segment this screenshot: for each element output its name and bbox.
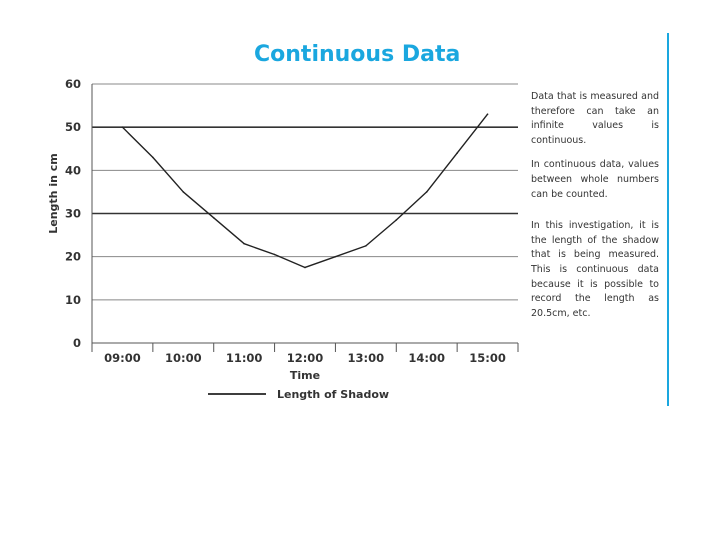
y-tick-label: 40 bbox=[65, 163, 81, 177]
data-point bbox=[334, 255, 337, 258]
data-point bbox=[425, 191, 428, 193]
x-tick-label: 10:00 bbox=[165, 351, 202, 365]
explanation-paragraph-2: In continuous data, values between whole… bbox=[531, 159, 659, 200]
y-tick-label: 10 bbox=[65, 293, 81, 307]
data-point bbox=[212, 217, 215, 219]
chart-title: Continuous Data bbox=[254, 42, 461, 67]
x-tick-label: 11:00 bbox=[226, 351, 263, 365]
y-tick-label: 60 bbox=[65, 77, 81, 91]
x-tick-label: 15:00 bbox=[469, 351, 506, 365]
y-tick-label: 50 bbox=[65, 120, 81, 134]
data-point bbox=[273, 253, 276, 256]
x-tick-label: 14:00 bbox=[408, 351, 445, 365]
data-point bbox=[182, 191, 185, 193]
x-tick-label: 09:00 bbox=[104, 351, 141, 365]
explanation-panel: Data that is measured and therefore can … bbox=[531, 90, 659, 331]
y-axis-label: Length in cm bbox=[47, 153, 60, 234]
x-tick-label: 13:00 bbox=[348, 351, 385, 365]
explanation-paragraph-1: Data that is measured and therefore can … bbox=[531, 91, 659, 146]
data-point bbox=[456, 152, 458, 154]
data-point bbox=[152, 156, 154, 159]
data-point bbox=[243, 242, 245, 245]
x-tick-label: 12:00 bbox=[287, 351, 324, 365]
y-tick-label: 0 bbox=[73, 336, 81, 350]
accent-divider bbox=[667, 33, 669, 406]
y-tick-label: 30 bbox=[65, 207, 81, 221]
explanation-paragraph-3: In this investigation, it is the length … bbox=[531, 220, 659, 319]
data-point bbox=[304, 266, 306, 269]
legend-label: Length of Shadow bbox=[277, 388, 389, 401]
data-point bbox=[121, 126, 124, 128]
series-line-0 bbox=[121, 113, 489, 269]
x-axis-label: Time bbox=[290, 369, 320, 382]
data-point bbox=[395, 219, 398, 221]
y-tick-label: 20 bbox=[65, 250, 81, 264]
data-point bbox=[486, 113, 489, 116]
data-point bbox=[365, 245, 367, 247]
